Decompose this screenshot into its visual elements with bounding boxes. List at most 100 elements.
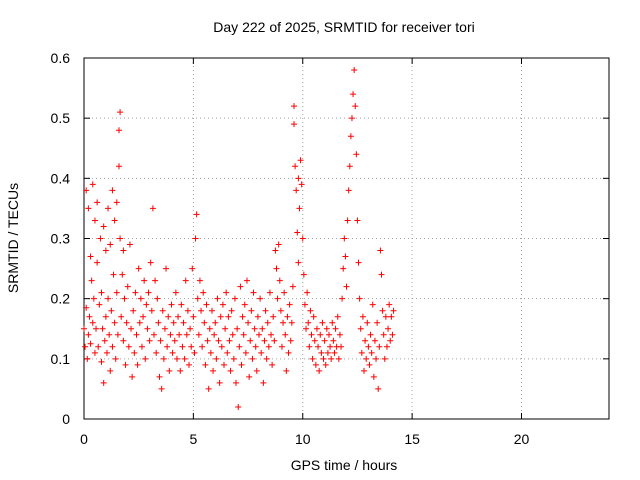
data-point	[257, 295, 264, 302]
data-point	[294, 229, 301, 236]
data-point	[165, 313, 172, 320]
data-point	[284, 313, 291, 320]
data-point	[219, 301, 226, 308]
data-point	[359, 313, 366, 320]
x-tick-label: 5	[189, 431, 197, 447]
data-point	[357, 325, 364, 332]
data-point	[151, 331, 157, 338]
data-point	[181, 355, 188, 362]
data-point	[295, 175, 302, 182]
data-point	[117, 109, 124, 116]
x-tick-label: 20	[514, 431, 530, 447]
data-point	[121, 295, 128, 302]
data-point	[280, 319, 287, 326]
data-point	[109, 343, 116, 350]
data-point	[300, 271, 307, 278]
data-point	[147, 259, 154, 266]
data-point	[239, 313, 246, 320]
data-point	[119, 271, 126, 278]
data-point	[259, 325, 266, 332]
data-point	[321, 337, 328, 344]
data-point	[188, 343, 195, 350]
data-point	[118, 313, 125, 320]
chart-title: Day 222 of 2025, SRMTID for receiver tor…	[213, 19, 474, 35]
data-point	[228, 307, 235, 314]
y-tick-label: 0	[62, 411, 70, 427]
data-point	[234, 325, 241, 332]
data-point	[319, 319, 326, 326]
data-point	[340, 265, 347, 272]
data-point	[95, 343, 102, 350]
data-point	[189, 265, 196, 272]
y-tick-label: 0.3	[51, 231, 71, 247]
data-point	[90, 295, 97, 302]
data-point	[385, 325, 392, 332]
data-point	[81, 325, 87, 332]
data-point	[211, 331, 218, 338]
data-point	[291, 121, 297, 128]
data-point	[229, 331, 236, 338]
data-point	[110, 271, 117, 278]
data-point	[353, 151, 360, 158]
data-point	[343, 283, 350, 290]
data-point	[129, 373, 136, 380]
data-point	[125, 343, 132, 350]
data-point	[123, 319, 130, 326]
data-point	[373, 355, 380, 362]
data-point	[245, 319, 252, 326]
data-point	[87, 340, 94, 347]
data-point	[330, 337, 337, 344]
data-point	[94, 199, 101, 206]
data-point	[315, 343, 322, 350]
y-tick-label: 0.6	[51, 50, 71, 66]
data-point	[143, 301, 150, 308]
data-point	[172, 289, 179, 296]
data-point	[210, 367, 217, 374]
data-point	[156, 373, 163, 380]
data-point	[138, 343, 145, 350]
data-point	[85, 331, 92, 338]
data-point	[164, 343, 171, 350]
data-point	[100, 379, 107, 386]
y-tick-label: 0.5	[51, 110, 71, 126]
data-point	[305, 319, 312, 326]
data-point	[323, 325, 330, 332]
data-point	[241, 301, 248, 308]
data-point	[175, 313, 182, 320]
data-point	[126, 241, 133, 248]
data-point	[196, 277, 203, 284]
data-point	[203, 301, 210, 308]
data-point	[169, 349, 176, 356]
x-tick-label: 0	[80, 431, 88, 447]
data-point	[362, 337, 369, 344]
data-point	[231, 295, 238, 302]
data-point	[374, 319, 381, 326]
data-point	[105, 205, 112, 212]
data-point	[344, 217, 351, 224]
data-point	[313, 325, 320, 332]
data-point	[130, 307, 137, 314]
data-point	[111, 319, 118, 326]
data-point	[299, 235, 306, 242]
data-point	[93, 325, 100, 332]
data-point	[146, 337, 153, 344]
data-point	[102, 247, 109, 254]
y-axis-label: SRMTID / TECUs	[5, 183, 21, 293]
data-point	[292, 163, 299, 170]
data-point	[269, 361, 276, 368]
data-point	[96, 301, 103, 308]
data-point	[338, 343, 345, 350]
data-point	[298, 181, 305, 188]
data-point	[137, 295, 144, 302]
data-point	[193, 211, 200, 218]
data-point	[184, 307, 191, 314]
data-point	[83, 187, 90, 194]
data-point	[221, 361, 227, 368]
data-point	[248, 307, 255, 314]
data-point	[238, 361, 245, 368]
data-point	[350, 91, 357, 98]
data-point	[107, 241, 114, 248]
data-point	[358, 349, 365, 356]
data-point	[227, 367, 234, 374]
data-point	[382, 313, 389, 320]
